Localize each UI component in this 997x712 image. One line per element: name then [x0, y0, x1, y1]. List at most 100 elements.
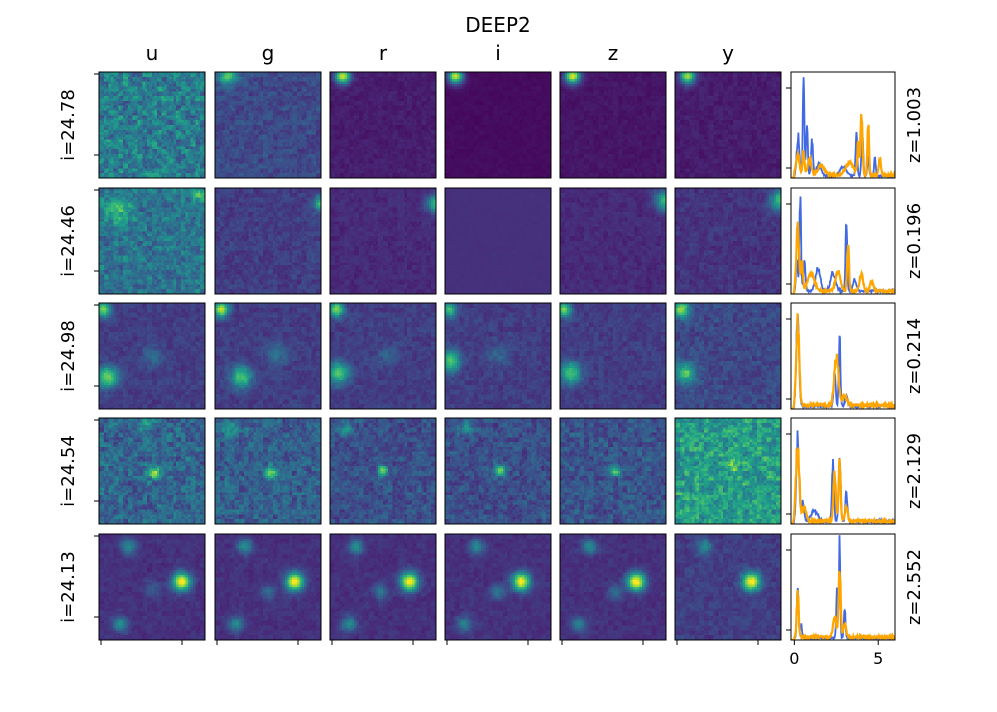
cutout-frame	[444, 417, 552, 525]
pdf-x-tick-label: 5	[873, 649, 883, 668]
pdf-frame	[790, 417, 896, 525]
cutout-g	[214, 417, 322, 525]
cutout-r	[329, 71, 437, 179]
pdf-line-blue	[791, 196, 895, 294]
band-label-r: r	[379, 41, 388, 65]
cutout-image-y	[675, 188, 781, 294]
cutout-z	[559, 71, 667, 179]
cutout-image-r	[330, 534, 436, 640]
cutout-frame	[98, 302, 206, 410]
cutout-frame	[214, 71, 322, 179]
pdf-line-blue	[791, 535, 895, 640]
cutout-z	[559, 187, 667, 295]
cutout-z	[559, 302, 667, 410]
cutout-u	[94, 417, 206, 525]
redshift-label: z=2.552	[904, 549, 925, 625]
cutout-image-y	[675, 534, 781, 640]
pdf-line-orange	[791, 221, 895, 294]
cutout-image-r	[330, 303, 436, 409]
cutout-image-i	[445, 534, 551, 640]
cutout-frame	[559, 187, 667, 295]
cutout-i	[444, 71, 552, 179]
cutout-image-i	[445, 72, 551, 178]
cutout-u	[94, 187, 206, 295]
row-label: i=24.98	[58, 320, 79, 392]
pdf-panel	[786, 71, 896, 179]
cutout-u	[94, 71, 206, 179]
pdf-line-orange	[791, 570, 895, 640]
pdf-frame	[790, 187, 896, 295]
cutout-image-u	[99, 72, 205, 178]
cutout-image-u	[99, 534, 205, 640]
row-label: i=24.13	[58, 551, 79, 623]
row-label: i=24.54	[58, 435, 79, 507]
cutout-image-r	[330, 188, 436, 294]
cutout-g	[214, 302, 322, 410]
band-label-g: g	[262, 41, 275, 65]
cutout-image-y	[675, 418, 781, 524]
cutout-image-z	[560, 188, 666, 294]
cutout-frame	[329, 71, 437, 179]
cutout-y	[674, 71, 782, 179]
cutout-r	[329, 302, 437, 410]
cutout-frame	[444, 302, 552, 410]
figure-title: DEEP2	[465, 13, 530, 37]
row-4: i=24.54 z=2.129	[58, 417, 925, 525]
cutout-image-r	[330, 418, 436, 524]
cutout-frame	[214, 302, 322, 410]
band-label-i: i	[495, 41, 501, 65]
cutout-image-u	[99, 188, 205, 294]
row-3: i=24.98 z=0.214	[58, 302, 925, 410]
cutout-y	[674, 302, 782, 410]
cutout-image-z	[560, 534, 666, 640]
cutout-frame	[329, 533, 437, 641]
redshift-label: z=0.214	[904, 318, 925, 394]
cutout-frame	[214, 533, 322, 641]
cutout-r	[329, 187, 437, 295]
cutout-g	[214, 533, 322, 645]
cutout-u	[94, 533, 206, 645]
pdf-line-blue	[791, 430, 895, 524]
cutout-i	[444, 302, 552, 410]
redshift-label: z=1.003	[904, 87, 925, 163]
redshift-label: z=0.196	[904, 203, 925, 279]
cutout-r	[329, 533, 437, 645]
cutout-frame	[444, 533, 552, 641]
row-2: i=24.46 z=0.196	[58, 187, 925, 295]
band-label-u: u	[146, 41, 159, 65]
cutout-image-y	[675, 303, 781, 409]
cutout-image-i	[445, 188, 551, 294]
cutout-frame	[674, 302, 782, 410]
band-label-z: z	[608, 41, 619, 65]
pdf-panel	[786, 187, 896, 295]
cutout-frame	[674, 71, 782, 179]
pdf-x-tick-label: 0	[789, 649, 799, 668]
cutout-frame	[674, 533, 782, 641]
cutout-frame	[559, 417, 667, 525]
redshift-label: z=2.129	[904, 433, 925, 509]
cutout-u	[94, 302, 206, 410]
row-label: i=24.46	[58, 205, 79, 277]
pdf-line-orange	[791, 114, 895, 178]
cutout-grid: i=24.78 z=1.003 i=24.46 z=0.196 i=24.98 z=0.2…	[58, 71, 925, 668]
cutout-i	[444, 533, 552, 645]
cutout-frame	[214, 187, 322, 295]
pdf-frame	[790, 533, 896, 641]
pdf-panel	[786, 302, 896, 410]
pdf-frame	[790, 302, 896, 410]
cutout-image-u	[99, 418, 205, 524]
cutout-i	[444, 417, 552, 525]
cutout-image-g	[215, 303, 321, 409]
cutout-frame	[329, 187, 437, 295]
cutout-image-z	[560, 72, 666, 178]
row-label: i=24.78	[58, 89, 79, 161]
pdf-line-orange	[791, 313, 895, 409]
pdf-line-orange	[791, 447, 895, 524]
cutout-image-z	[560, 418, 666, 524]
cutout-image-g	[215, 534, 321, 640]
pdf-panel	[786, 417, 896, 525]
cutout-z	[559, 533, 667, 645]
row-1: i=24.78 z=1.003	[58, 71, 925, 179]
